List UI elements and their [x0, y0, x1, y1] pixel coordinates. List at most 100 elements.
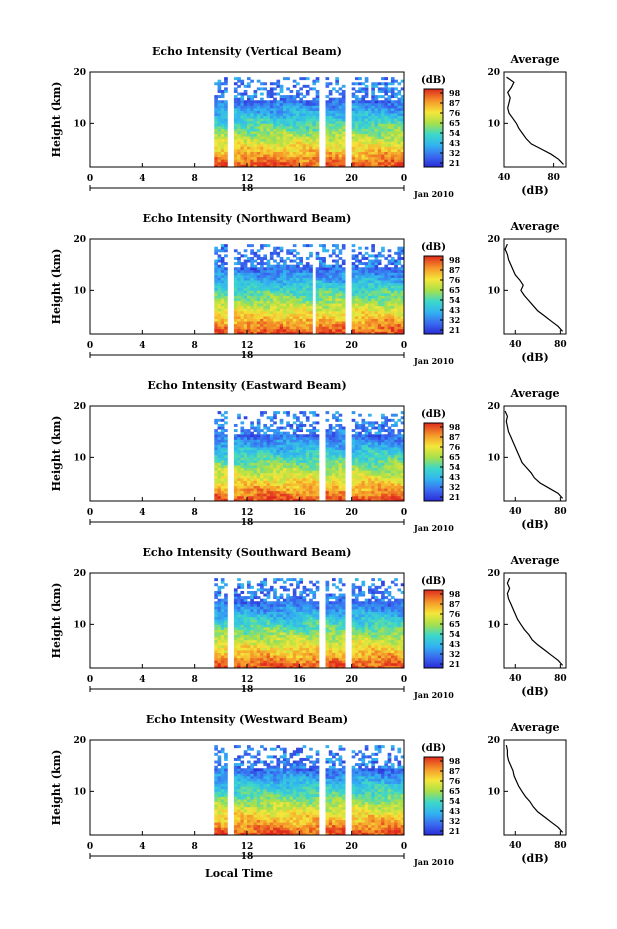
heatmap-cell [266, 449, 271, 453]
heatmap-cell [217, 426, 222, 430]
heatmap-cell [371, 102, 375, 106]
heatmap-cell [390, 277, 395, 281]
heatmap-cell [387, 470, 392, 474]
heatmap-cell [256, 146, 261, 150]
heatmap-cell [335, 328, 339, 332]
heatmap-cell [220, 285, 225, 289]
heatmap-cell [273, 326, 277, 330]
heatmap-cell [381, 107, 385, 111]
heatmap-cell [260, 282, 264, 286]
heatmap-cell [384, 485, 389, 489]
heatmap-cell [390, 287, 395, 291]
heatmap-cell [220, 665, 225, 669]
heatmap-cell [351, 292, 356, 296]
heatmap-cell [266, 244, 271, 248]
heatmap-cell [397, 465, 402, 469]
heatmap-cell [335, 97, 339, 101]
heatmap-cell [289, 100, 294, 104]
heatmap-cell [377, 454, 382, 458]
heatmap-cell [338, 457, 343, 461]
heatmap-cell [302, 110, 307, 114]
heatmap-cell [250, 262, 254, 266]
heatmap-cell [374, 323, 379, 327]
heatmap-cell [276, 84, 281, 88]
heatmap-cell [237, 316, 241, 319]
colorbar-tick-label: 98 [449, 88, 461, 98]
heatmap-cell [328, 318, 333, 322]
heatmap-cell [368, 413, 372, 417]
heatmap-cell [286, 87, 290, 91]
heatmap-cell [260, 449, 264, 453]
heatmap-cell [397, 429, 402, 433]
heatmap-cell [381, 123, 385, 127]
heatmap-cell [312, 457, 317, 461]
heatmap-cell [220, 143, 225, 147]
heatmap-cell [269, 128, 274, 132]
heatmap-cell [381, 292, 385, 296]
heatmap-cell [263, 483, 268, 486]
heatmap-cell [296, 118, 300, 122]
heatmap-cell [217, 323, 222, 327]
heatmap-cell [315, 149, 320, 152]
heatmap-cell [286, 452, 290, 456]
heatmap-cell [263, 269, 268, 273]
heatmap-cell [384, 154, 389, 158]
heatmap-cell [286, 143, 290, 147]
heatmap-cell [400, 113, 405, 117]
heatmap-cell [282, 467, 287, 471]
heatmap-cell [328, 477, 333, 481]
heatmap-cell [358, 488, 362, 492]
heatmap-cell [377, 154, 382, 158]
heatmap-cell [299, 161, 304, 165]
colorbar-tick-label: 87 [449, 432, 460, 442]
heatmap-cell [384, 287, 389, 291]
heatmap-cell [289, 498, 294, 502]
heatmap-cell [276, 120, 281, 124]
heatmap-cell [305, 475, 310, 479]
heatmap-cell [273, 143, 277, 147]
heatmap-cell [332, 118, 336, 122]
heatmap-cell [390, 113, 395, 117]
panel-2: Echo Intensity (Eastward Beam)Height (km… [50, 379, 567, 533]
heatmap-cell [384, 156, 389, 160]
heatmap-cell [217, 624, 222, 628]
heatmap-cell [315, 287, 320, 291]
heatmap-cell [256, 429, 261, 433]
heatmap-cell [292, 287, 297, 291]
heatmap-cell [325, 298, 330, 302]
heatmap-cell [384, 498, 389, 502]
heatmap-cell [289, 249, 294, 253]
heatmap-cell [279, 269, 284, 273]
heatmap-cell [256, 485, 261, 489]
heatmap-cell [292, 159, 297, 163]
heatmap-cell [371, 470, 375, 474]
heatmap-cell [364, 452, 369, 456]
heatmap-cell [247, 131, 251, 135]
heatmap-cell [368, 318, 372, 322]
heatmap-cell [237, 92, 241, 96]
y-tick-label: 10 [73, 119, 86, 129]
y-tick-label: 20 [73, 235, 86, 245]
heatmap-cell [335, 118, 339, 122]
heatmap-cell [364, 84, 369, 88]
heatmap-cell [253, 264, 258, 268]
heatmap-cell [325, 113, 330, 117]
heatmap-cell [354, 426, 359, 430]
heatmap-cell [400, 287, 405, 291]
heatmap-cell [361, 256, 366, 260]
heatmap-cell [374, 82, 379, 86]
heatmap-cell [250, 100, 254, 104]
heatmap-cell [233, 300, 238, 304]
heatmap-cell [253, 138, 258, 142]
heatmap-cell [237, 259, 241, 263]
heatmap-cell [237, 483, 241, 486]
heatmap-cell [328, 151, 333, 155]
heatmap-cell [305, 493, 310, 497]
heatmap-cell [296, 323, 300, 327]
heatmap-cell [302, 280, 307, 284]
heatmap-cell [384, 488, 389, 492]
heatmap-cell [335, 495, 339, 499]
heatmap-cell [400, 298, 405, 302]
heatmap-cell [296, 488, 300, 492]
heatmap-cell [315, 164, 320, 168]
